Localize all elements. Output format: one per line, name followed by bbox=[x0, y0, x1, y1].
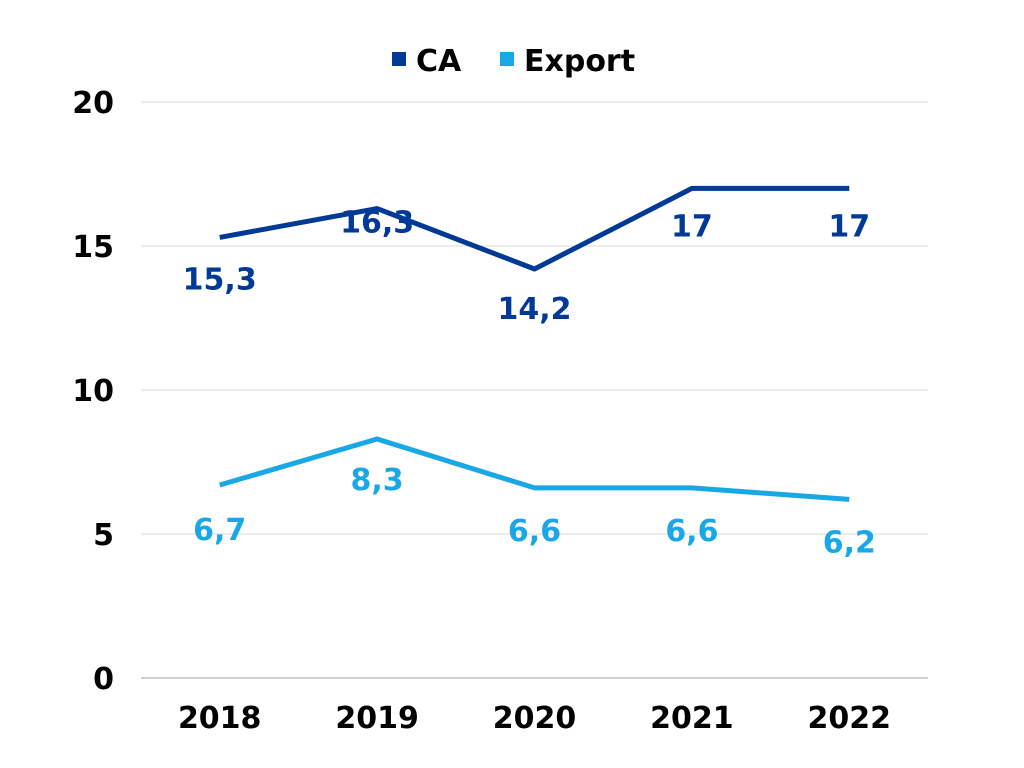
gridlines bbox=[141, 101, 928, 535]
x-tick-label: 2022 bbox=[808, 701, 892, 736]
data-labels: 15,3 16,3 14,2 17 17 6,7 8,3 6,6 6,6 6,2 bbox=[183, 206, 876, 561]
y-tick-label: 15 bbox=[72, 230, 114, 265]
data-label-export: 6,6 bbox=[665, 514, 718, 549]
legend-swatch-export bbox=[500, 52, 514, 66]
data-label-export: 6,2 bbox=[823, 525, 876, 560]
data-label-ca: 16,3 bbox=[340, 206, 414, 241]
series-line-export bbox=[218, 436, 850, 502]
x-tick-label: 2019 bbox=[335, 701, 419, 736]
y-tick-label: 10 bbox=[72, 374, 114, 409]
legend-swatch-ca bbox=[392, 52, 406, 66]
x-tick-label: 2021 bbox=[650, 701, 734, 736]
data-label-export: 8,3 bbox=[351, 463, 404, 498]
data-label-ca: 17 bbox=[671, 209, 713, 244]
legend-label-export: Export bbox=[524, 44, 635, 79]
y-axis: 0 5 10 15 20 bbox=[72, 86, 114, 697]
data-label-ca: 17 bbox=[828, 209, 870, 244]
series-lines bbox=[218, 185, 850, 502]
y-tick-label: 20 bbox=[72, 86, 114, 121]
legend: CA Export bbox=[392, 44, 635, 79]
data-label-ca: 15,3 bbox=[183, 262, 257, 297]
y-tick-label: 0 bbox=[93, 662, 114, 697]
data-label-export: 6,6 bbox=[508, 514, 561, 549]
y-tick-label: 5 bbox=[93, 518, 114, 553]
x-axis: 2018 2019 2020 2021 2022 bbox=[141, 677, 928, 736]
data-label-ca: 14,2 bbox=[497, 292, 571, 327]
x-tick-label: 2018 bbox=[178, 701, 262, 736]
legend-label-ca: CA bbox=[416, 44, 462, 79]
series-line-ca bbox=[219, 185, 850, 272]
data-label-export: 6,7 bbox=[193, 513, 246, 548]
x-tick-label: 2020 bbox=[493, 701, 577, 736]
